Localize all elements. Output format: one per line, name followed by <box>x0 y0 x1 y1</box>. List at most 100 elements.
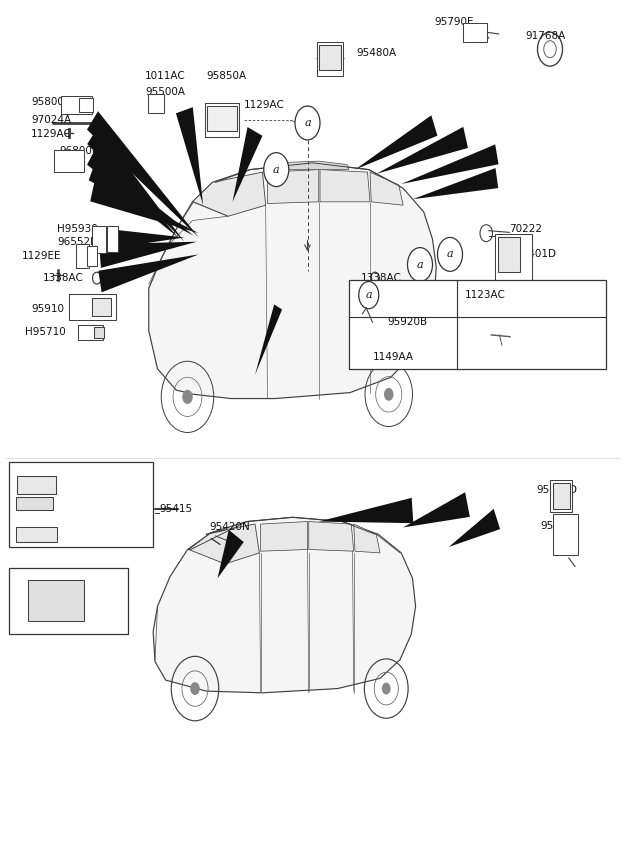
Bar <box>319 45 341 70</box>
Bar <box>92 298 111 316</box>
Text: a: a <box>304 118 311 128</box>
Polygon shape <box>90 181 199 233</box>
Text: a: a <box>417 259 423 270</box>
Polygon shape <box>412 168 498 199</box>
Bar <box>207 106 237 131</box>
Polygon shape <box>98 254 199 293</box>
Text: 1129AC: 1129AC <box>244 100 284 110</box>
Text: 95460D: 95460D <box>536 485 578 495</box>
Circle shape <box>382 683 391 695</box>
Bar <box>9 568 128 634</box>
Polygon shape <box>309 522 354 551</box>
Polygon shape <box>232 127 262 202</box>
Text: 95415: 95415 <box>159 504 192 514</box>
Text: 95920B: 95920B <box>388 317 428 327</box>
Polygon shape <box>217 530 244 578</box>
Text: 96552B: 96552B <box>58 237 98 247</box>
Bar <box>16 527 57 542</box>
Polygon shape <box>320 170 370 202</box>
Circle shape <box>408 248 432 282</box>
Text: a: a <box>447 249 453 259</box>
Polygon shape <box>255 304 282 375</box>
Text: 91768A: 91768A <box>525 31 565 41</box>
Text: 70222: 70222 <box>509 224 542 234</box>
Text: 1129EE: 1129EE <box>22 251 61 261</box>
Text: 1338AC: 1338AC <box>42 273 83 283</box>
Bar <box>69 294 116 320</box>
Text: 95800K: 95800K <box>31 97 71 107</box>
Text: 1338AC: 1338AC <box>361 273 402 283</box>
Bar <box>463 23 487 42</box>
Bar <box>79 98 93 112</box>
Circle shape <box>384 388 394 401</box>
Polygon shape <box>89 159 194 236</box>
Polygon shape <box>87 144 178 237</box>
Circle shape <box>190 682 200 695</box>
Polygon shape <box>449 509 500 547</box>
Text: 95420N: 95420N <box>209 522 250 533</box>
Circle shape <box>264 153 289 187</box>
Polygon shape <box>401 144 499 184</box>
Text: 95413A: 95413A <box>92 505 132 516</box>
Polygon shape <box>192 172 266 216</box>
Text: 1129AC: 1129AC <box>31 129 72 139</box>
Bar <box>107 226 118 252</box>
Bar <box>551 480 572 512</box>
Bar <box>78 325 103 340</box>
Bar <box>92 226 106 253</box>
Bar <box>28 580 84 621</box>
Text: 95850A: 95850A <box>206 71 246 81</box>
Bar <box>495 234 532 283</box>
Bar <box>76 244 89 268</box>
Polygon shape <box>268 170 319 204</box>
Circle shape <box>359 282 379 309</box>
Polygon shape <box>261 522 308 551</box>
Bar <box>61 96 92 114</box>
Polygon shape <box>149 163 436 399</box>
Polygon shape <box>100 228 184 250</box>
Bar <box>16 497 53 510</box>
Text: 97024A: 97024A <box>31 115 71 126</box>
Text: 95790E: 95790E <box>434 17 474 27</box>
Bar <box>94 327 104 338</box>
Polygon shape <box>355 115 437 170</box>
Polygon shape <box>403 492 470 527</box>
Text: 1011AC: 1011AC <box>145 71 186 81</box>
Polygon shape <box>87 111 199 237</box>
Bar <box>553 514 578 555</box>
Text: 95480A: 95480A <box>356 47 396 58</box>
Text: 95440K: 95440K <box>45 573 85 583</box>
Text: 95500A: 95500A <box>145 86 185 97</box>
Text: 96800M: 96800M <box>59 146 101 156</box>
Bar <box>349 280 606 369</box>
Polygon shape <box>376 127 468 174</box>
Polygon shape <box>88 127 184 242</box>
Text: a: a <box>366 290 372 300</box>
Text: 95420F: 95420F <box>541 521 579 531</box>
Text: 95413A: 95413A <box>51 622 91 633</box>
Polygon shape <box>319 498 413 523</box>
Circle shape <box>182 390 192 404</box>
Text: H95710: H95710 <box>25 327 66 338</box>
Polygon shape <box>189 524 259 564</box>
Bar <box>149 94 164 113</box>
Polygon shape <box>153 517 416 693</box>
Text: H95930: H95930 <box>58 224 98 234</box>
Bar <box>499 237 520 272</box>
Polygon shape <box>176 107 203 205</box>
Text: 95432: 95432 <box>92 488 126 499</box>
Bar <box>9 462 153 547</box>
Text: a: a <box>273 165 279 175</box>
Bar <box>54 150 84 172</box>
Text: 95401D: 95401D <box>516 249 557 259</box>
Polygon shape <box>370 172 403 205</box>
Circle shape <box>438 237 462 271</box>
Polygon shape <box>99 242 197 268</box>
Text: 95760: 95760 <box>55 466 88 476</box>
Polygon shape <box>354 524 380 553</box>
Bar <box>204 103 239 137</box>
Polygon shape <box>269 161 349 170</box>
Bar <box>552 483 570 509</box>
Text: 1123AC: 1123AC <box>464 290 506 300</box>
Circle shape <box>295 106 320 140</box>
